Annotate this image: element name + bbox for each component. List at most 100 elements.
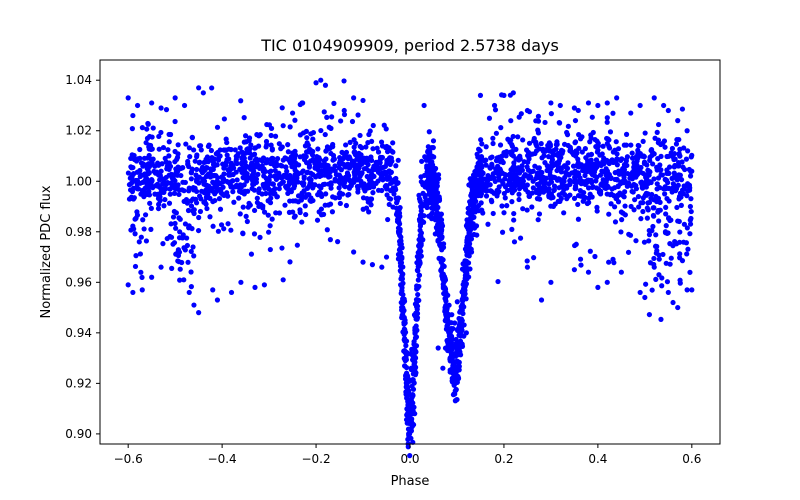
data-point	[136, 239, 142, 245]
data-point	[685, 246, 691, 252]
data-point	[687, 221, 694, 227]
data-point	[417, 244, 423, 250]
data-point	[268, 195, 274, 201]
data-point	[349, 118, 356, 125]
data-point	[183, 141, 189, 147]
data-point	[156, 133, 162, 140]
data-point	[415, 277, 421, 283]
data-point	[328, 185, 334, 191]
data-point	[412, 369, 418, 376]
data-point	[154, 183, 160, 189]
data-point	[172, 148, 178, 155]
y-tick-label: 0.96	[65, 275, 92, 289]
data-point	[318, 77, 324, 83]
data-point	[582, 172, 588, 179]
data-point	[649, 228, 655, 234]
data-point	[388, 159, 394, 165]
data-point	[272, 167, 278, 174]
data-point	[341, 78, 347, 84]
data-point	[210, 287, 216, 293]
data-point	[505, 181, 512, 187]
data-point	[509, 142, 515, 148]
data-point	[577, 175, 583, 181]
data-point	[186, 185, 192, 191]
data-point	[525, 189, 531, 195]
data-point	[175, 164, 181, 170]
data-point	[683, 240, 690, 246]
data-point	[514, 181, 520, 188]
data-point	[202, 198, 208, 205]
y-tick-label: 0.94	[65, 326, 92, 340]
data-point	[581, 196, 587, 202]
data-point	[551, 183, 558, 189]
data-point	[330, 194, 336, 200]
data-point	[412, 335, 419, 341]
data-point	[675, 118, 681, 124]
data-point	[297, 207, 303, 213]
data-point	[575, 163, 581, 169]
data-point	[397, 260, 403, 266]
data-point	[520, 178, 527, 184]
data-point	[398, 241, 404, 247]
data-point	[450, 363, 456, 369]
data-point	[618, 269, 624, 275]
data-point	[575, 170, 581, 176]
data-point	[614, 95, 620, 101]
data-point	[657, 167, 663, 173]
data-point	[228, 160, 234, 166]
data-point	[163, 107, 170, 113]
data-point	[185, 259, 191, 265]
data-point	[643, 192, 650, 198]
data-point	[526, 156, 532, 162]
data-point	[412, 343, 418, 350]
data-point	[437, 242, 443, 248]
data-point	[593, 178, 599, 184]
data-point	[197, 143, 203, 149]
data-point	[390, 179, 396, 185]
data-point	[633, 238, 639, 244]
data-point	[189, 166, 195, 172]
data-point	[562, 174, 568, 181]
data-point	[635, 142, 641, 149]
data-point	[600, 143, 606, 149]
data-point	[220, 161, 226, 167]
data-point	[433, 214, 439, 221]
data-point	[287, 124, 293, 130]
data-point	[427, 171, 433, 178]
data-point	[291, 159, 298, 165]
data-point	[405, 388, 411, 394]
data-point	[572, 139, 579, 145]
data-point	[540, 189, 547, 195]
data-point	[658, 316, 664, 322]
data-point	[276, 170, 282, 176]
data-point	[365, 140, 371, 146]
data-point	[422, 154, 428, 160]
data-point	[412, 411, 418, 417]
data-point	[161, 189, 167, 196]
data-point	[200, 90, 206, 96]
data-point	[131, 195, 137, 201]
data-point	[384, 149, 391, 155]
data-point	[619, 217, 625, 223]
data-point	[172, 220, 178, 227]
data-point	[337, 180, 343, 187]
data-point	[329, 209, 336, 215]
data-point	[622, 203, 628, 209]
data-point	[295, 193, 302, 199]
data-point	[581, 190, 587, 196]
data-point	[173, 225, 179, 231]
data-point	[326, 181, 332, 187]
data-point	[264, 142, 270, 148]
data-point	[327, 237, 333, 243]
data-point	[516, 114, 522, 120]
data-point	[511, 239, 518, 245]
data-point	[224, 190, 230, 196]
data-point	[552, 201, 558, 207]
data-point	[264, 178, 271, 184]
data-point	[410, 392, 416, 399]
data-point	[654, 198, 660, 205]
data-point	[322, 162, 328, 168]
data-point	[604, 100, 610, 106]
x-tick-label: 0.0	[400, 452, 419, 466]
data-point	[516, 155, 522, 161]
